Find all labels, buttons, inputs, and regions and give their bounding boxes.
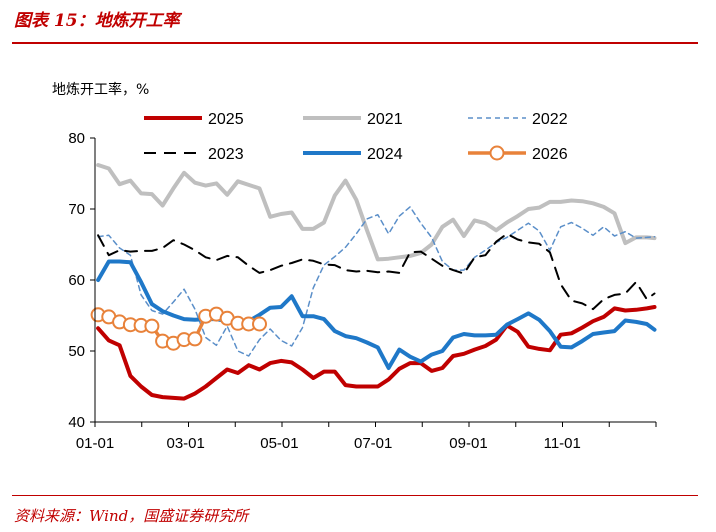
source-note: 资料来源：Wind，国盛证券研究所: [14, 507, 249, 525]
legend-label-2022: 2022: [532, 111, 568, 128]
marker-2026: [144, 318, 160, 334]
series-line-2021: [96, 163, 657, 262]
y-tick-label: 40: [68, 414, 85, 431]
series-line-2024: [96, 259, 657, 370]
line-chart: 地炼开工率，% 2025 2021 2022 2023 2024 2026 40 50 60 7…: [52, 81, 657, 452]
legend-label-2026: 2026: [532, 146, 568, 163]
series-line-2025: [96, 305, 657, 401]
x-tick-label: 07-01: [354, 435, 392, 452]
legend-marker-2026: [489, 145, 505, 161]
legend-label-2025: 2025: [208, 111, 244, 128]
y-tick-label: 50: [68, 343, 85, 360]
legend-label-2023: 2023: [208, 146, 244, 163]
axes: 40 50 60 70 80 01-01 03-01 05-01 07-01 09-01 11-01: [68, 130, 657, 452]
series-line-2023: [97, 232, 656, 311]
x-tick-label: 09-01: [449, 435, 487, 452]
x-tick-label: 11-01: [544, 435, 581, 452]
legend-label-2024: 2024: [367, 146, 403, 163]
title-rule: [12, 42, 698, 44]
legend: 2025 2021 2022 2023 2024 2026: [144, 111, 568, 163]
marker-2026: [252, 316, 267, 332]
marker-2026: [187, 331, 203, 347]
legend-label-2021: 2021: [367, 111, 403, 128]
plot-area: [90, 163, 657, 401]
y-tick-label: 60: [68, 272, 85, 289]
y-axis-label: 地炼开工率，%: [52, 81, 149, 98]
figure-title: 图表 15：地炼开工率: [14, 11, 180, 31]
y-tick-label: 80: [68, 130, 85, 147]
x-tick-label: 01-01: [76, 435, 114, 452]
y-tick-label: 70: [68, 201, 85, 218]
series-line-2022: [97, 206, 656, 357]
source-rule: [12, 495, 698, 496]
x-tick-label: 03-01: [166, 435, 204, 452]
x-tick-label: 05-01: [260, 435, 298, 452]
